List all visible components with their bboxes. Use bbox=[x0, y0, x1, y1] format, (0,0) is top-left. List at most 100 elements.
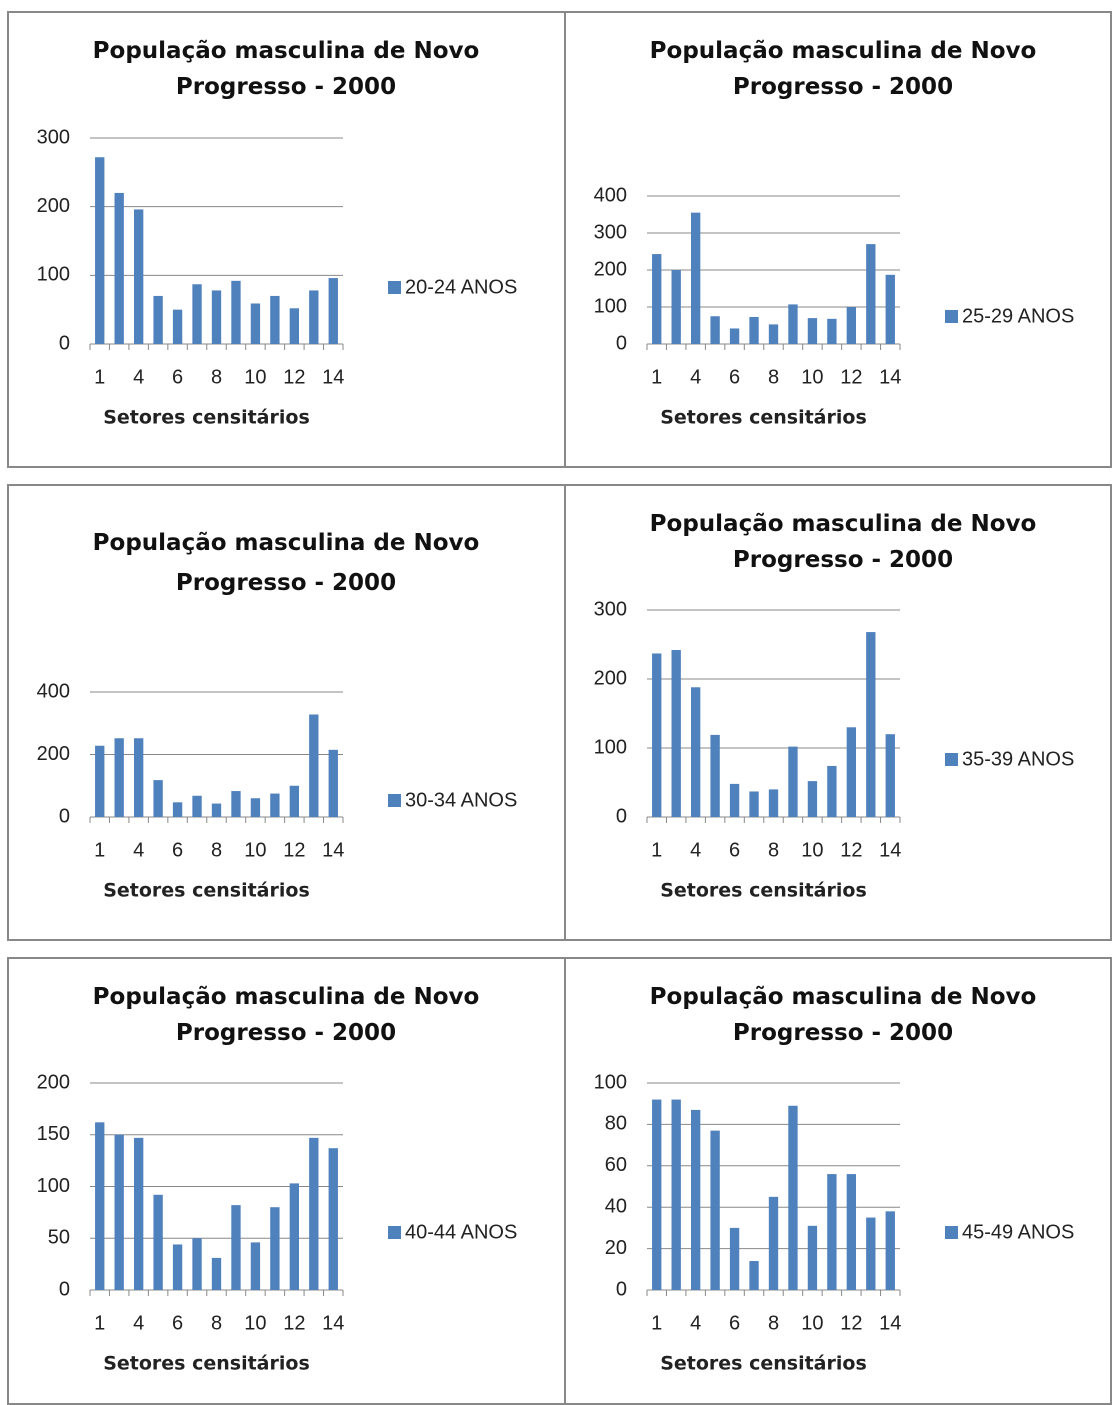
x-axis-title: Setores censitários bbox=[660, 407, 867, 429]
bar bbox=[133, 209, 144, 344]
bar bbox=[729, 783, 740, 817]
bar bbox=[729, 328, 740, 344]
bar bbox=[270, 793, 280, 817]
x-tick-label: 4 bbox=[690, 1312, 701, 1334]
x-tick-label: 14 bbox=[322, 1312, 344, 1334]
x-axis-title: Setores censitários bbox=[103, 407, 310, 429]
bar bbox=[133, 738, 144, 817]
bar bbox=[807, 781, 818, 817]
y-tick-label: 400 bbox=[37, 680, 70, 702]
bar bbox=[270, 295, 280, 344]
bar bbox=[866, 244, 876, 344]
legend-label: 20-24 ANOS bbox=[405, 276, 517, 298]
y-tick-label: 50 bbox=[48, 1227, 70, 1249]
bar bbox=[211, 1257, 222, 1290]
chart-panel: População masculina de Novo Progresso - … bbox=[7, 11, 566, 468]
x-tick-label: 6 bbox=[172, 1312, 183, 1334]
bar bbox=[710, 316, 720, 344]
bar bbox=[652, 653, 662, 817]
bar bbox=[153, 780, 163, 817]
bar bbox=[690, 687, 701, 817]
bar bbox=[827, 318, 837, 344]
x-tick-label: 12 bbox=[840, 839, 862, 861]
bar bbox=[652, 254, 662, 344]
bar bbox=[153, 1194, 163, 1290]
y-tick-label: 0 bbox=[59, 332, 70, 354]
y-tick-label: 300 bbox=[594, 221, 627, 243]
y-tick-label: 100 bbox=[594, 295, 627, 317]
panel-border bbox=[564, 957, 1112, 1405]
x-tick-label: 12 bbox=[283, 1312, 305, 1334]
bar bbox=[807, 1225, 818, 1290]
bar bbox=[671, 1099, 681, 1290]
bar bbox=[328, 749, 338, 817]
bar bbox=[749, 791, 759, 817]
y-tick-label: 80 bbox=[605, 1113, 627, 1135]
x-axis-title: Setores censitários bbox=[103, 880, 310, 902]
bar bbox=[846, 1174, 857, 1290]
bar bbox=[289, 785, 300, 817]
bar bbox=[95, 745, 105, 817]
title-box: População masculina de Novo Progresso - … bbox=[650, 511, 1037, 573]
bar bbox=[885, 274, 895, 344]
bar bbox=[192, 795, 202, 817]
x-tick-label: 6 bbox=[172, 839, 183, 861]
x-tick-label: 8 bbox=[211, 1312, 222, 1334]
bar bbox=[250, 1242, 261, 1290]
y-tick-label: 100 bbox=[594, 736, 627, 758]
y-tick-label: 200 bbox=[37, 1071, 70, 1093]
y-tick-label: 200 bbox=[594, 667, 627, 689]
legend-swatch bbox=[388, 794, 401, 807]
y-tick-label: 200 bbox=[37, 195, 70, 217]
y-tick-label: 400 bbox=[594, 184, 627, 206]
x-axis-title: Setores censitários bbox=[103, 1353, 310, 1375]
y-tick-label: 0 bbox=[616, 332, 627, 354]
legend-label: 45-49 ANOS bbox=[962, 1221, 1074, 1243]
x-tick-label: 14 bbox=[879, 1312, 901, 1334]
bar bbox=[211, 290, 222, 344]
legend-swatch bbox=[388, 1226, 401, 1239]
bar bbox=[846, 727, 857, 817]
x-tick-label: 4 bbox=[133, 839, 144, 861]
title-box: População masculina de Novo Progresso - … bbox=[649, 984, 1037, 1046]
chart-title: População masculina de Novo Progresso - … bbox=[92, 530, 480, 596]
y-tick-label: 200 bbox=[37, 743, 70, 765]
y-tick-label: 0 bbox=[59, 1278, 70, 1300]
bar bbox=[768, 789, 779, 817]
chart-panel: População masculina de Novo Progresso - … bbox=[564, 11, 1112, 468]
legend-swatch bbox=[945, 1226, 958, 1239]
bar bbox=[652, 1099, 662, 1290]
x-tick-label: 1 bbox=[94, 366, 105, 388]
chart-title: População masculina de Novo Progresso - … bbox=[649, 984, 1037, 1046]
legend-label: 35-39 ANOS bbox=[962, 748, 1074, 770]
x-tick-label: 14 bbox=[879, 366, 901, 388]
chart-title: População masculina de Novo Progresso - … bbox=[649, 38, 1037, 100]
x-tick-label: 10 bbox=[244, 839, 266, 861]
y-tick-label: 40 bbox=[605, 1195, 627, 1217]
bar bbox=[289, 1183, 300, 1290]
legend-label: 40-44 ANOS bbox=[405, 1221, 517, 1243]
bar bbox=[250, 798, 261, 817]
chart-panel: População masculina de Novo Progresso - … bbox=[564, 957, 1112, 1405]
x-tick-label: 6 bbox=[729, 1312, 740, 1334]
bar bbox=[885, 734, 895, 817]
x-tick-label: 6 bbox=[729, 839, 740, 861]
y-tick-label: 300 bbox=[594, 598, 627, 620]
bar bbox=[807, 318, 818, 344]
x-tick-label: 6 bbox=[729, 366, 740, 388]
bar bbox=[768, 1196, 779, 1290]
bar bbox=[270, 1207, 280, 1290]
bar bbox=[328, 278, 338, 344]
legend-swatch bbox=[388, 281, 401, 294]
x-tick-label: 1 bbox=[651, 366, 662, 388]
bar bbox=[768, 324, 779, 344]
bar bbox=[671, 270, 681, 344]
bar bbox=[95, 157, 105, 344]
bar bbox=[153, 295, 163, 344]
x-tick-label: 8 bbox=[768, 366, 779, 388]
legend-swatch bbox=[945, 753, 958, 766]
bar bbox=[710, 734, 720, 817]
x-tick-label: 1 bbox=[651, 1312, 662, 1334]
chart-panel: População masculina de Novo Progresso - … bbox=[564, 484, 1112, 941]
